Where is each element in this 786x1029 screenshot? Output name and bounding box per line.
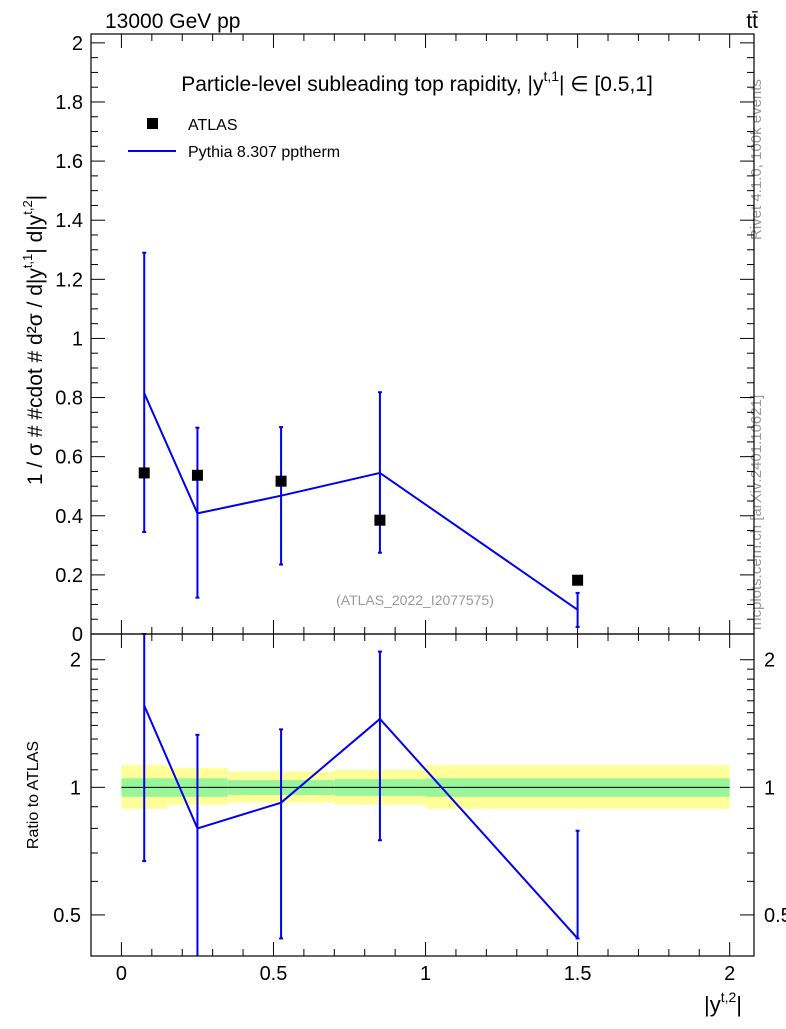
header-process: 13000 GeV pp bbox=[105, 10, 240, 33]
main-ytick-label: 1.2 bbox=[55, 269, 83, 291]
xtick-label: 2 bbox=[724, 963, 735, 985]
title-main: Particle-level subleading top rapidity, … bbox=[181, 73, 544, 96]
main-y-ticks: 0 0.2 0.4 0.6 0.8 1 1.2 1.4 1.6 1.8 2 bbox=[55, 33, 754, 646]
main-ytick-label: 0.4 bbox=[55, 506, 83, 528]
main-ytick-label: 1 bbox=[72, 328, 83, 350]
main-ytick-label: 1.6 bbox=[55, 151, 83, 173]
atlas-data-point bbox=[275, 475, 287, 487]
main-ytick-label: 0.2 bbox=[55, 565, 83, 587]
ratio-ytick-label-right: 1 bbox=[764, 777, 775, 799]
main-y-axis-label: 1 / σ # #cdot # d²σ / d|yt,1| d|yt,2| bbox=[20, 195, 47, 485]
atlas-data-point bbox=[191, 469, 203, 481]
ratio-frame bbox=[90, 633, 755, 957]
rivet-label: Rivet 4.1.0, 100k events bbox=[748, 79, 765, 240]
xtick-label: 1.5 bbox=[564, 963, 592, 985]
xtick-label: 1 bbox=[420, 963, 431, 985]
ylabel-sup2: t,2 bbox=[20, 200, 35, 214]
mcplots-label: mcplots.cern.ch [arXiv:2401.10621] bbox=[748, 395, 765, 630]
legend-mc-label: Pythia 8.307 pptherm bbox=[188, 144, 340, 161]
atlas-data-point bbox=[572, 574, 584, 586]
xtick-label: 0.5 bbox=[260, 963, 288, 985]
xlabel-tail: | bbox=[736, 992, 742, 1017]
main-ytick-label: 0 bbox=[72, 624, 83, 646]
legend-data-marker bbox=[147, 118, 158, 129]
analysis-watermark: (ATLAS_2022_I2077575) bbox=[336, 592, 494, 608]
xlabel-sup: t,2 bbox=[721, 989, 737, 1005]
plot-title: Particle-level subleading top rapidity, … bbox=[181, 68, 653, 96]
ratio-y-axis-label: Ratio to ATLAS bbox=[25, 741, 42, 849]
ratio-ytick-label-left: 0.5 bbox=[53, 905, 81, 927]
xlabel-main: |y bbox=[704, 992, 721, 1017]
ratio-ytick-label-right: 2 bbox=[764, 650, 775, 672]
title-sup: t,1 bbox=[543, 68, 559, 84]
main-ytick-label: 1.8 bbox=[55, 92, 83, 114]
ratio-ytick-label-left: 1 bbox=[70, 777, 81, 799]
legend-data-label: ATLAS bbox=[188, 117, 238, 134]
xtick-label: 0 bbox=[116, 963, 127, 985]
ratio-band-layer bbox=[121, 764, 730, 809]
x-axis-ticks: 0 0.5 1 1.5 2 bbox=[116, 34, 735, 985]
ylabel-main: 1 / σ # #cdot # d²σ / d|y bbox=[24, 268, 47, 485]
atlas-data-point bbox=[374, 514, 386, 526]
main-ytick-label: 1.4 bbox=[55, 210, 83, 232]
header-final-state: tt̄ bbox=[746, 10, 758, 33]
ratio-ytick-label-left: 2 bbox=[70, 650, 81, 672]
main-ytick-label: 0.6 bbox=[55, 447, 83, 469]
atlas-data-point bbox=[138, 467, 150, 479]
data-series bbox=[138, 467, 584, 586]
ratio-series bbox=[142, 633, 580, 956]
ratio-ytick-label-right: 0.5 bbox=[764, 905, 786, 927]
ylabel-mid: | d|y bbox=[24, 214, 47, 253]
ylabel-tail: | bbox=[24, 195, 47, 200]
mc-series bbox=[142, 251, 580, 628]
ratio-y-ticks: 0.5 0.5 1 1 2 2 bbox=[53, 650, 786, 927]
x-axis-label: |yt,2| bbox=[704, 989, 742, 1017]
title-tail: | ∈ [0.5,1] bbox=[559, 73, 653, 96]
ylabel-sup1: t,1 bbox=[20, 254, 35, 268]
main-ytick-label: 2 bbox=[72, 33, 83, 55]
ratio-panel: 0.50.51122 00.511.52 Ratio to ATLAS |yt,… bbox=[25, 34, 786, 1017]
main-panel: 0 0.2 0.4 0.6 0.8 1 1.2 1.4 1.6 1.8 2 Particle-lev… bbox=[20, 33, 755, 646]
main-ytick-label: 0.8 bbox=[55, 388, 83, 410]
